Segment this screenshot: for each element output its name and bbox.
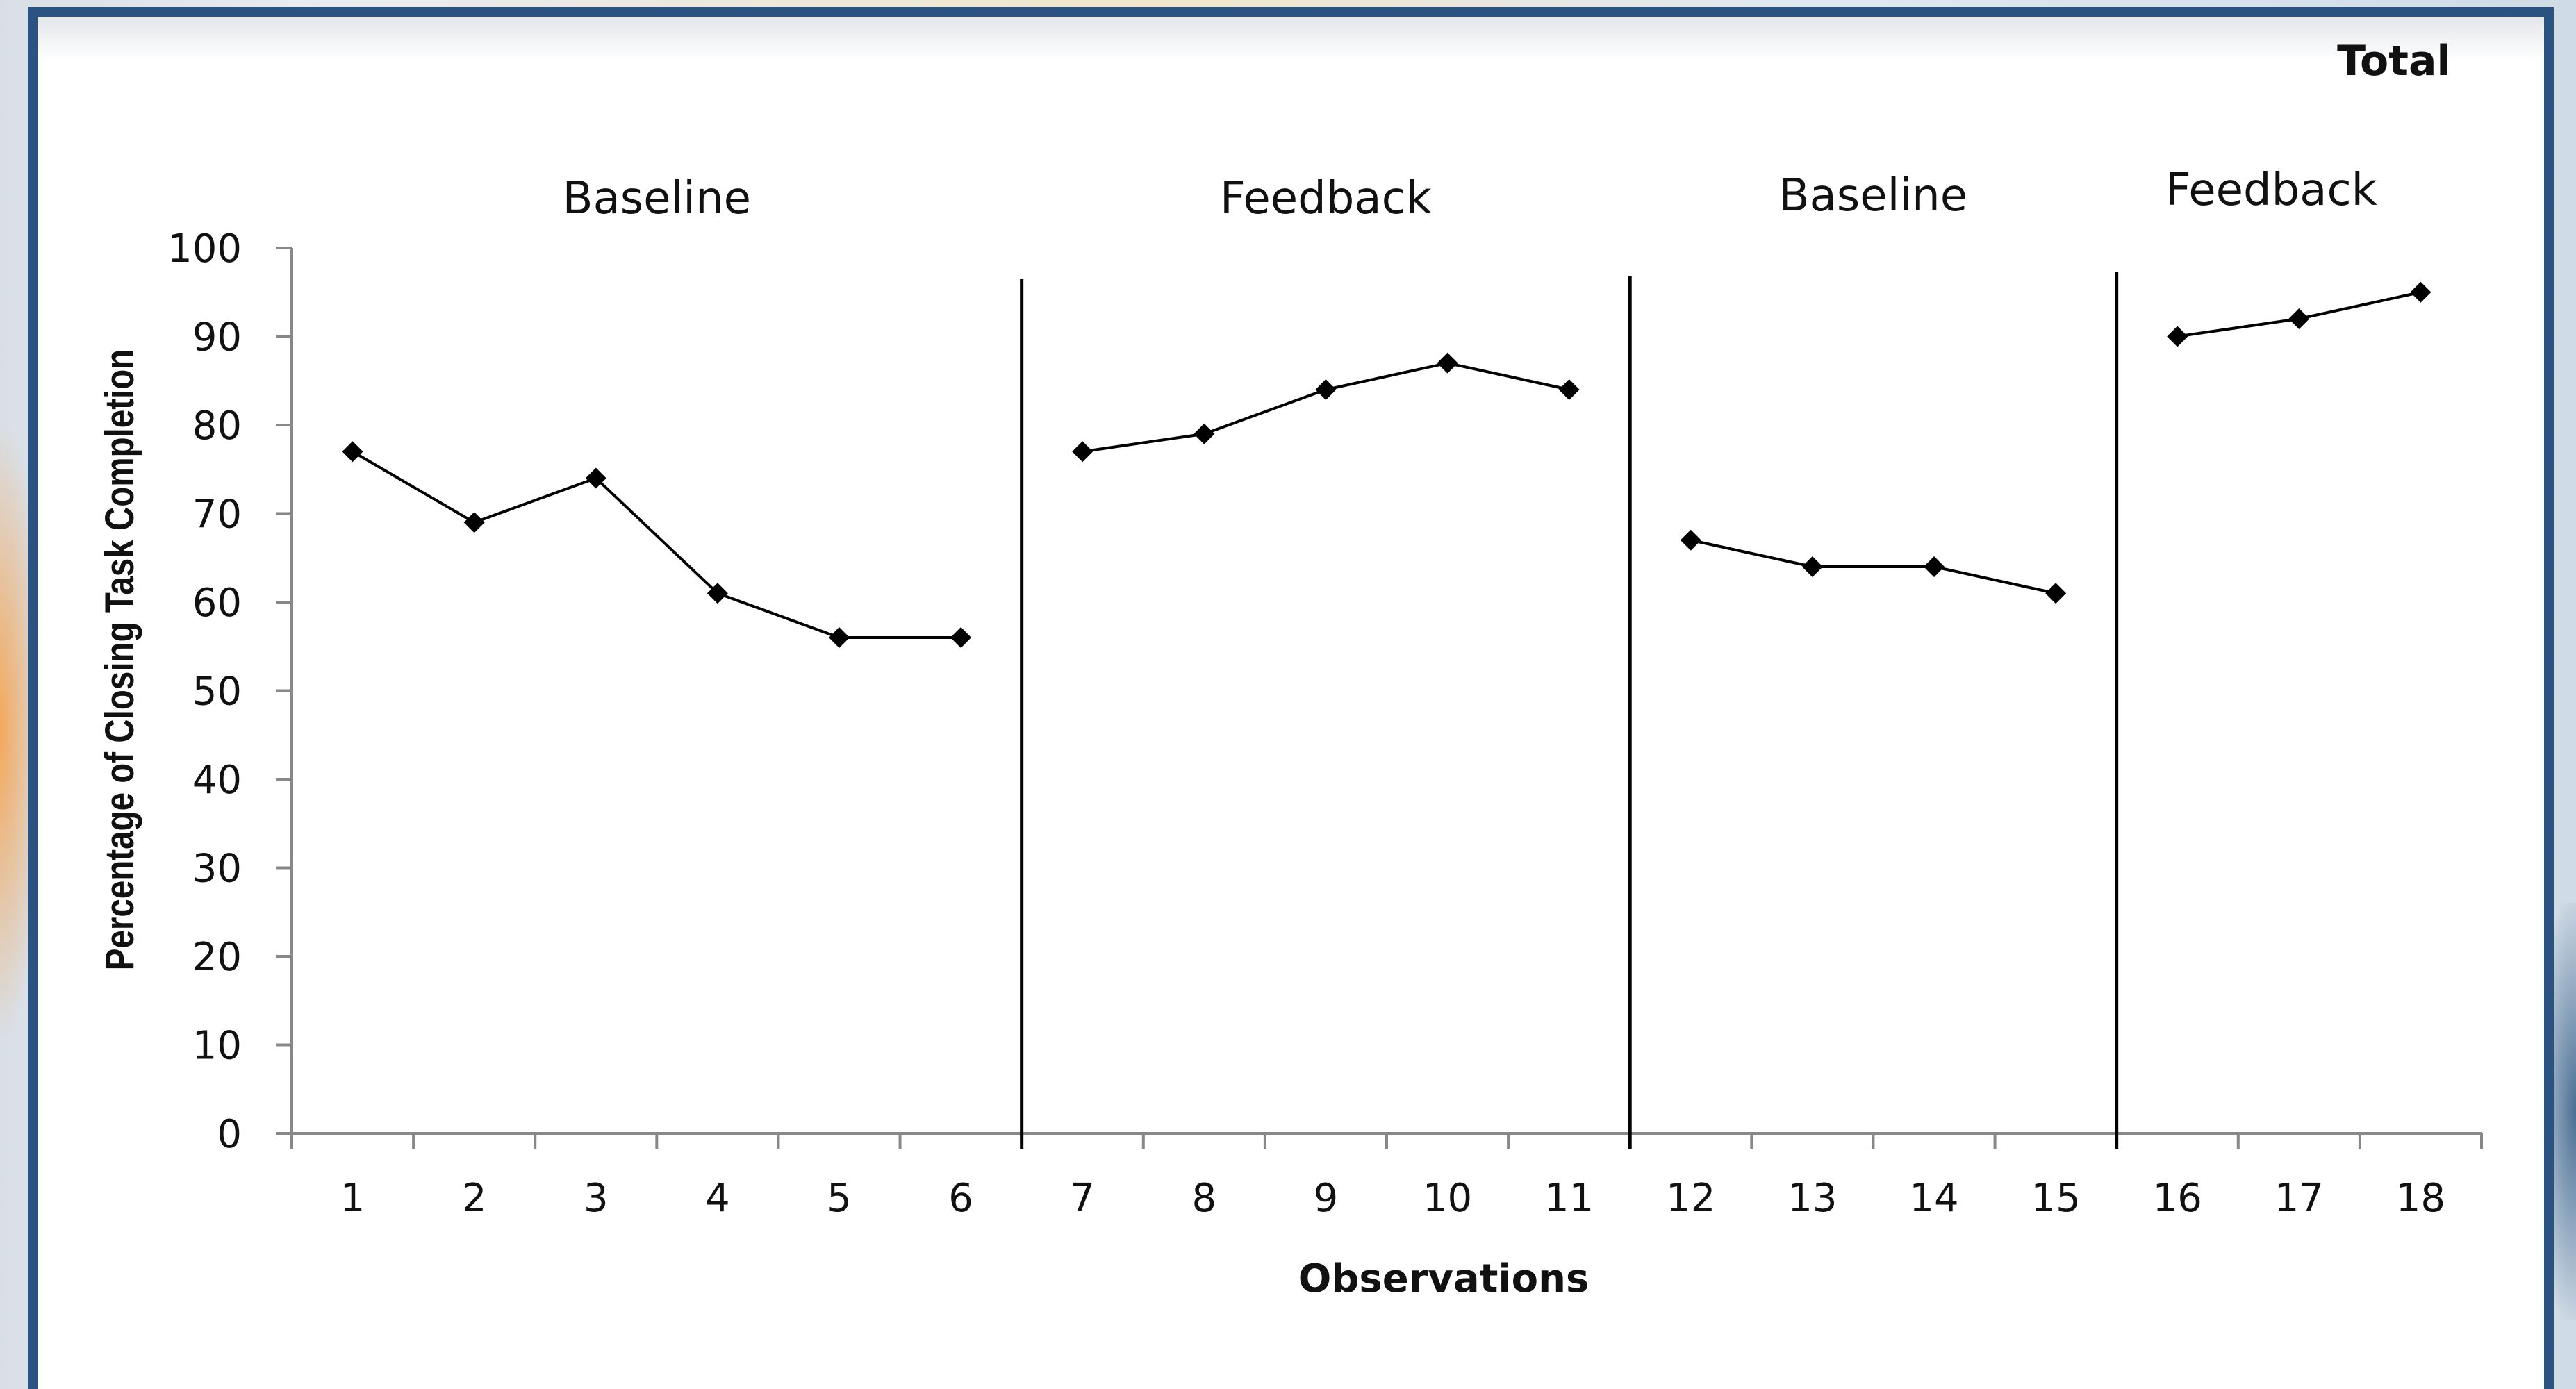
y-tick-label: 30	[192, 847, 242, 892]
phase-change-lines	[1020, 272, 2119, 1149]
series-line	[352, 450, 961, 639]
x-tick-label: 8	[1192, 1176, 1217, 1221]
data-point-diamond	[950, 627, 972, 648]
y-tick-label: 80	[192, 404, 242, 449]
x-tick-label: 3	[584, 1176, 609, 1221]
data-point-diamond	[1924, 556, 1945, 577]
data-point-diamond	[463, 512, 485, 533]
data-point-diamond	[829, 627, 850, 648]
x-tick-label: 5	[827, 1176, 852, 1221]
data-series	[342, 281, 2431, 648]
data-point-diamond	[707, 583, 728, 604]
phase-label: Feedback	[1220, 173, 1432, 224]
y-tick-label: 60	[192, 581, 242, 626]
data-point-diamond	[342, 441, 363, 463]
x-tick-label: 6	[948, 1176, 973, 1221]
y-tick-label: 90	[192, 315, 242, 360]
data-point-diamond	[585, 467, 606, 489]
x-tick-label: 7	[1070, 1176, 1095, 1221]
x-tick-label: 1	[340, 1176, 365, 1221]
data-point-diamond	[1680, 529, 1701, 551]
y-tick-label: 100	[167, 226, 242, 272]
x-tick-label: 4	[705, 1176, 730, 1221]
chart-title: Total	[2337, 37, 2451, 85]
data-point-diamond	[1558, 379, 1580, 400]
data-point-diamond	[2045, 583, 2067, 604]
data-point-diamond	[2167, 326, 2188, 347]
data-point-diamond	[2410, 281, 2431, 303]
x-tick-label: 10	[1423, 1176, 1472, 1221]
data-point-diamond	[1194, 423, 1215, 444]
data-point-diamond	[1437, 352, 1458, 374]
chart-frame	[28, 7, 2554, 1389]
x-axis-title: Observations	[1298, 1256, 1590, 1301]
x-tick-label: 13	[1787, 1176, 1837, 1221]
frame-top-shade	[38, 17, 2544, 60]
y-axis-title: Percentage of Closing Task Completion	[98, 349, 143, 971]
x-tick-label: 2	[462, 1176, 487, 1221]
y-tick-label: 20	[192, 935, 242, 980]
data-point-diamond	[1315, 379, 1337, 400]
y-tick-label: 10	[192, 1024, 242, 1069]
phase-label: Baseline	[1779, 170, 1967, 222]
data-point-diamond	[2288, 308, 2310, 329]
y-tick-label: 40	[192, 758, 242, 803]
phase-labels: Baseline Feedback Baseline Feedback	[563, 165, 2377, 224]
data-point-diamond	[1801, 556, 1823, 577]
phase-label: Baseline	[563, 173, 751, 224]
x-tick-label: 14	[1909, 1176, 1958, 1221]
data-point-diamond	[1072, 441, 1093, 463]
x-tick-label: 11	[1544, 1176, 1594, 1221]
series-line	[1690, 538, 2056, 595]
x-tick-label: 9	[1314, 1176, 1339, 1221]
x-tick-label: 17	[2274, 1176, 2324, 1221]
x-tick-label: 12	[1666, 1176, 1715, 1221]
series-line	[1082, 361, 1570, 454]
x-tick-label: 18	[2396, 1176, 2445, 1221]
x-tick-label: 15	[2031, 1176, 2080, 1221]
y-tick-label: 0	[217, 1112, 242, 1157]
phase-label: Feedback	[2165, 165, 2377, 216]
y-tick-label: 50	[192, 669, 242, 715]
y-tick-label: 70	[192, 492, 242, 538]
x-tick-label: 16	[2153, 1176, 2202, 1221]
